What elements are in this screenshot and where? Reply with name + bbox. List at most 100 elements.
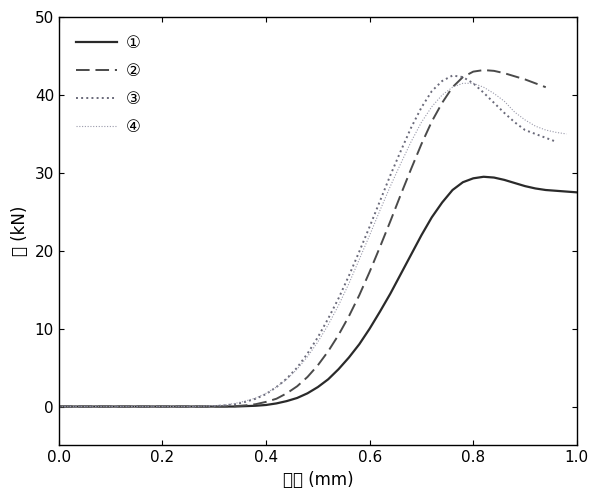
④ [553,130,560,136]
② [211,404,218,409]
② [459,74,466,80]
④ [283,376,290,382]
① [211,404,218,409]
④ [407,138,415,144]
② [511,74,518,80]
③ [397,148,404,154]
③ [211,403,218,409]
Line: ①: ① [59,177,577,406]
① [511,180,518,186]
③ [335,296,342,302]
③ [242,399,249,405]
③ [521,127,529,133]
④ [293,366,301,372]
① [428,214,436,220]
① [221,404,228,409]
④ [232,400,239,406]
③ [418,104,425,110]
③ [480,90,487,96]
② [273,396,280,402]
④ [449,84,456,90]
① [283,398,290,404]
③ [325,316,332,322]
① [439,200,446,205]
③ [232,401,239,407]
③ [501,110,508,116]
③ [439,78,446,84]
④ [376,208,383,214]
② [314,362,322,368]
③ [470,80,477,86]
① [325,376,332,382]
④ [490,90,497,96]
④ [242,398,249,404]
① [563,188,570,194]
Line: ③: ③ [59,76,556,406]
② [325,348,332,354]
③ [55,404,62,409]
④ [480,84,487,90]
④ [542,127,550,133]
① [480,174,487,180]
① [262,402,269,408]
② [532,80,539,86]
③ [449,72,456,78]
③ [200,404,208,409]
③ [283,376,290,382]
④ [397,160,404,166]
④ [387,183,394,189]
③ [428,88,436,94]
① [387,290,394,296]
③ [293,364,301,370]
② [335,332,342,338]
① [407,252,415,258]
④ [211,403,218,409]
① [376,308,383,314]
② [397,192,404,198]
② [449,84,456,90]
③ [252,396,259,402]
④ [262,390,269,396]
② [242,402,249,408]
① [366,326,373,332]
② [480,67,487,73]
② [407,166,415,172]
③ [346,272,353,278]
② [428,118,436,124]
③ [304,350,311,356]
③ [407,124,415,130]
② [356,292,363,298]
④ [428,104,436,110]
Legend: ①, ②, ③, ④: ①, ②, ③, ④ [67,26,149,144]
① [573,190,580,196]
X-axis label: 位移 (mm): 位移 (mm) [283,471,353,489]
④ [55,404,62,409]
④ [439,92,446,98]
④ [190,404,197,409]
① [232,404,239,409]
③ [314,334,322,340]
① [397,271,404,277]
① [542,187,550,193]
① [304,390,311,396]
① [553,188,560,194]
③ [356,248,363,254]
② [304,374,311,380]
① [314,384,322,390]
④ [304,354,311,360]
③ [262,391,269,397]
③ [542,135,550,141]
④ [314,339,322,345]
④ [356,256,363,262]
③ [511,120,518,126]
① [470,176,477,182]
① [418,232,425,238]
③ [273,384,280,390]
③ [221,402,228,408]
② [293,384,301,390]
④ [346,280,353,286]
③ [366,224,373,230]
④ [501,98,508,104]
② [490,68,497,74]
③ [459,74,466,80]
